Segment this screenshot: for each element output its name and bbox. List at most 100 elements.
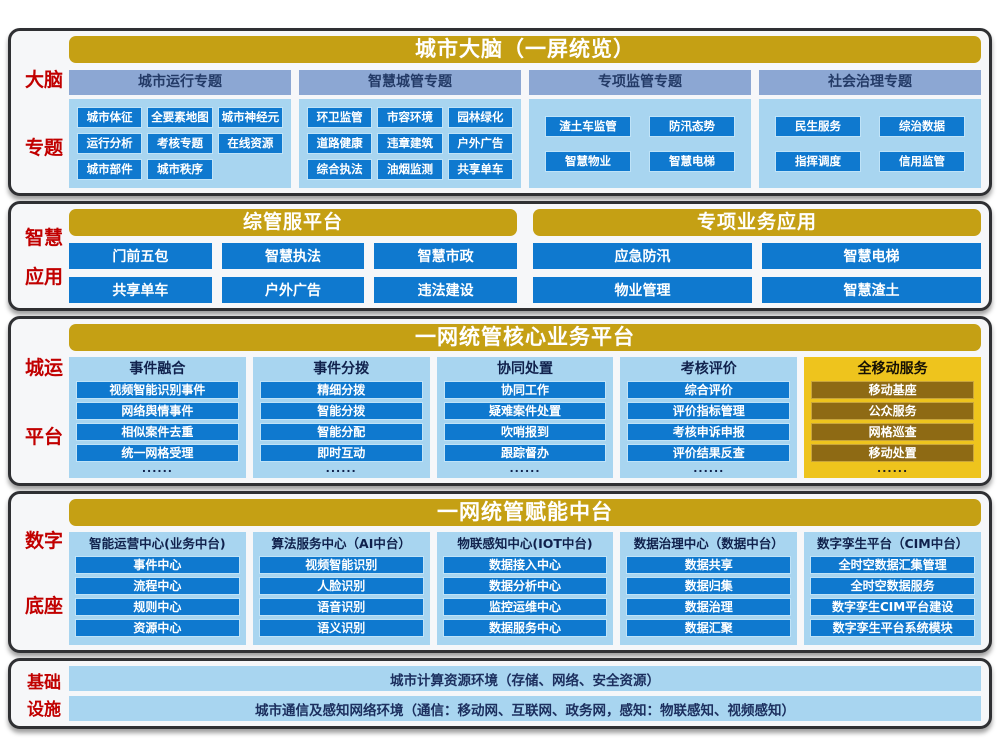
brain-topics-header: 城市大脑（一屏统览） bbox=[69, 36, 981, 63]
middle-platform-item: 流程中心 bbox=[75, 577, 240, 595]
core-business-column-title: 全移动服务 bbox=[857, 361, 928, 377]
middle-platform-column: 数据治理中心（数据中台） 数据共享 数据归集 数据治理 数据汇聚 bbox=[620, 532, 798, 645]
city-operations-content: 一网统管核心业务平台 事件融合 视频智能识别事件 网络舆情事件 相似案件去重 统一网格受… bbox=[69, 324, 981, 478]
topic-item: 违章建筑 bbox=[377, 133, 443, 154]
core-business-column: 事件分拨 精细分拨 智能分拨 智能分配 即时互动...... bbox=[252, 357, 430, 478]
middle-platform-column: 物联感知中心(IOT中台) 数据接入中心 数据分析中心 监控运维中心 数据服务中心 bbox=[436, 532, 614, 645]
enabling-middle-platform-header: 一网统管赋能中台 bbox=[69, 499, 981, 526]
core-business-item: 考核申诉申报 bbox=[627, 423, 791, 441]
section-brain-topics: 大脑 专题 城市大脑（一屏统览） 城市运行专题 城市体征 全要素地图 城市神经元 运行分析… bbox=[8, 28, 992, 196]
topic-column-header: 社会治理专题 bbox=[759, 70, 981, 95]
application-item: 智慧电梯 bbox=[762, 243, 981, 269]
topic-column-header: 城市运行专题 bbox=[69, 70, 291, 95]
topic-column-header: 专项监管专题 bbox=[529, 70, 751, 95]
application-group: 综管服平台 门前五包 智慧执法 智慧市政 共享单车 户外广告 违法建设 bbox=[69, 209, 517, 303]
middle-platform-item: 监控运维中心 bbox=[442, 598, 608, 616]
core-business-item: 综合评价 bbox=[627, 381, 791, 399]
infrastructure-bars: 城市计算资源环境（存储、网络、安全资源） 城市通信及感知网络环境（通信：移动网、互… bbox=[69, 666, 981, 721]
topic-item: 指挥调度 bbox=[775, 150, 861, 172]
topic-item: 智慧物业 bbox=[545, 150, 631, 172]
middle-platform-item: 数字孪生平台系统模块 bbox=[810, 619, 975, 637]
smart-applications-content: 综管服平台 门前五包 智慧执法 智慧市政 共享单车 户外广告 违法建设 专项业务应用 应急防汛智… bbox=[69, 209, 981, 303]
middle-platform-column-title: 物联感知中心(IOT中台) bbox=[457, 536, 593, 551]
application-group-header: 综管服平台 bbox=[69, 209, 517, 236]
topic-item: 城市体征 bbox=[77, 107, 143, 128]
topic-items-panel: 渣土车监管 防汛态势 智慧物业 智慧电梯 bbox=[529, 99, 751, 188]
topic-items-panel: 环卫监管 市容环境 园林绿化 道路健康 违章建筑 户外广告 综合执法 油烟监测 共享单车 bbox=[299, 99, 521, 188]
core-business-column: 协同处置 协同工作 疑难案件处置 吹哨报到 跟踪督办...... bbox=[436, 357, 614, 478]
brain-topic-column: 城市运行专题 城市体征 全要素地图 城市神经元 运行分析 考核专题 在线资源 城市部件 城市秩序 bbox=[69, 70, 291, 188]
infrastructure-bar: 城市计算资源环境（存储、网络、安全资源） bbox=[69, 666, 981, 691]
middle-platform-column-title: 数字孪生平台（CIM中台） bbox=[816, 536, 969, 551]
brain-topics-content: 城市大脑（一屏统览） 城市运行专题 城市体征 全要素地图 城市神经元 运行分析 考核专题在… bbox=[69, 36, 981, 188]
core-business-item: 智能分拨 bbox=[259, 402, 423, 420]
core-business-column: 事件融合 视频智能识别事件 网络舆情事件 相似案件去重 统一网格受理...... bbox=[69, 357, 246, 478]
application-groups: 综管服平台 门前五包 智慧执法 智慧市政 共享单车 户外广告 违法建设 专项业务应用 应急防汛智… bbox=[69, 209, 981, 303]
core-business-item: 相似案件去重 bbox=[76, 423, 239, 441]
application-item: 智慧渣土 bbox=[762, 277, 981, 303]
section-smart-applications: 智慧 应用 综管服平台 门前五包 智慧执法 智慧市政 共享单车 户外广告 违法建设 专项业务应用… bbox=[8, 201, 992, 311]
topic-item: 城市秩序 bbox=[147, 159, 213, 180]
ellipsis-dots: ...... bbox=[141, 462, 173, 475]
application-item: 共享单车 bbox=[69, 277, 212, 303]
middle-platform-column-title: 算法服务中心（AI中台） bbox=[271, 536, 411, 551]
topic-item: 油烟监测 bbox=[377, 159, 443, 180]
topic-column-header: 智慧城管专题 bbox=[299, 70, 521, 95]
topic-item: 共享单车 bbox=[447, 159, 513, 180]
middle-platform-item: 事件中心 bbox=[75, 556, 240, 574]
side-label-text: 专题 bbox=[24, 136, 63, 159]
middle-platform-item: 数据治理 bbox=[626, 598, 792, 616]
middle-platform-column-title: 数据治理中心（数据中台） bbox=[633, 536, 784, 551]
topic-item: 城市部件 bbox=[77, 159, 143, 180]
topic-item: 户外广告 bbox=[447, 133, 513, 154]
side-label-text: 底座 bbox=[24, 595, 63, 617]
infrastructure-content: 城市计算资源环境（存储、网络、安全资源） 城市通信及感知网络环境（通信：移动网、互… bbox=[69, 666, 981, 721]
core-business-columns: 事件融合 视频智能识别事件 网络舆情事件 相似案件去重 统一网格受理...... 事件分拨… bbox=[69, 357, 981, 478]
topic-item: 考核专题 bbox=[147, 133, 213, 154]
topic-item: 全要素地图 bbox=[147, 107, 213, 128]
core-business-item: 跟踪督办 bbox=[443, 444, 607, 462]
middle-platform-item: 语音识别 bbox=[258, 598, 424, 616]
ellipsis-dots: ...... bbox=[325, 462, 357, 475]
core-business-column: 全移动服务 移动基座 公众服务 网格巡查 移动处置...... bbox=[804, 357, 981, 478]
middle-platform-item: 全时空数据汇集管理 bbox=[810, 556, 975, 574]
middle-platform-item: 全时空数据服务 bbox=[810, 577, 975, 595]
core-business-item: 吹哨报到 bbox=[443, 423, 607, 441]
core-business-item: 统一网格受理 bbox=[76, 444, 239, 462]
core-business-item: 视频智能识别事件 bbox=[76, 381, 239, 399]
application-group-header: 专项业务应用 bbox=[533, 209, 981, 236]
middle-platform-column: 智能运营中心(业务中台) 事件中心 流程中心 规则中心 资源中心 bbox=[69, 532, 246, 645]
core-business-item: 精细分拨 bbox=[259, 381, 423, 399]
side-label-smart-applications: 智慧 应用 bbox=[19, 209, 69, 303]
core-business-column-title: 考核评价 bbox=[680, 361, 737, 377]
brain-topic-column: 社会治理专题民生服务 综治数据 指挥调度 信用监管 bbox=[759, 70, 981, 188]
topic-item: 园林绿化 bbox=[447, 107, 513, 128]
core-business-item: 智能分配 bbox=[259, 423, 423, 441]
core-business-item: 评价指标管理 bbox=[627, 402, 791, 420]
side-label-text: 应用 bbox=[24, 266, 63, 288]
core-business-column-title: 协同处置 bbox=[496, 361, 553, 377]
topic-item: 渣土车监管 bbox=[545, 115, 631, 137]
brain-topic-column: 智慧城管专题 环卫监管 市容环境 园林绿化 道路健康 违章建筑 户外广告 综合执法 油烟监测 共享… bbox=[299, 70, 521, 188]
section-infrastructure: 基础 设施 城市计算资源环境（存储、网络、安全资源） 城市通信及感知网络环境（通信：… bbox=[8, 658, 992, 729]
core-business-item: 疑难案件处置 bbox=[443, 402, 607, 420]
application-items-grid: 门前五包 智慧执法 智慧市政 共享单车 户外广告 违法建设 bbox=[69, 243, 517, 303]
core-business-item: 公众服务 bbox=[811, 402, 974, 420]
core-business-item: 协同工作 bbox=[443, 381, 607, 399]
topic-item: 防汛态势 bbox=[649, 115, 735, 137]
core-business-column-title: 事件分拨 bbox=[313, 361, 370, 377]
topic-item: 道路健康 bbox=[307, 133, 373, 154]
application-item: 智慧市政 bbox=[374, 243, 517, 269]
middle-platform-item: 数据分析中心 bbox=[442, 577, 608, 595]
topic-item: 综治数据 bbox=[879, 115, 965, 137]
middle-platform-item: 人脸识别 bbox=[258, 577, 424, 595]
middle-platform-column: 数字孪生平台（CIM中台） 全时空数据汇集管理 全时空数据服务 数字孪生CIM平台建设… bbox=[804, 532, 981, 645]
side-label-digital-base: 数字 底座 bbox=[19, 499, 69, 645]
side-label-text: 数字 bbox=[24, 530, 63, 552]
topic-items-panel: 民生服务 综治数据 指挥调度 信用监管 bbox=[759, 99, 981, 188]
side-label-text: 基础 bbox=[27, 672, 61, 693]
middle-platform-columns: 智能运营中心(业务中台) 事件中心 流程中心 规则中心 资源中心 算法服务中心（AI中台）… bbox=[69, 532, 981, 645]
topic-item: 运行分析 bbox=[77, 133, 143, 154]
topic-item: 智慧电梯 bbox=[649, 150, 735, 172]
